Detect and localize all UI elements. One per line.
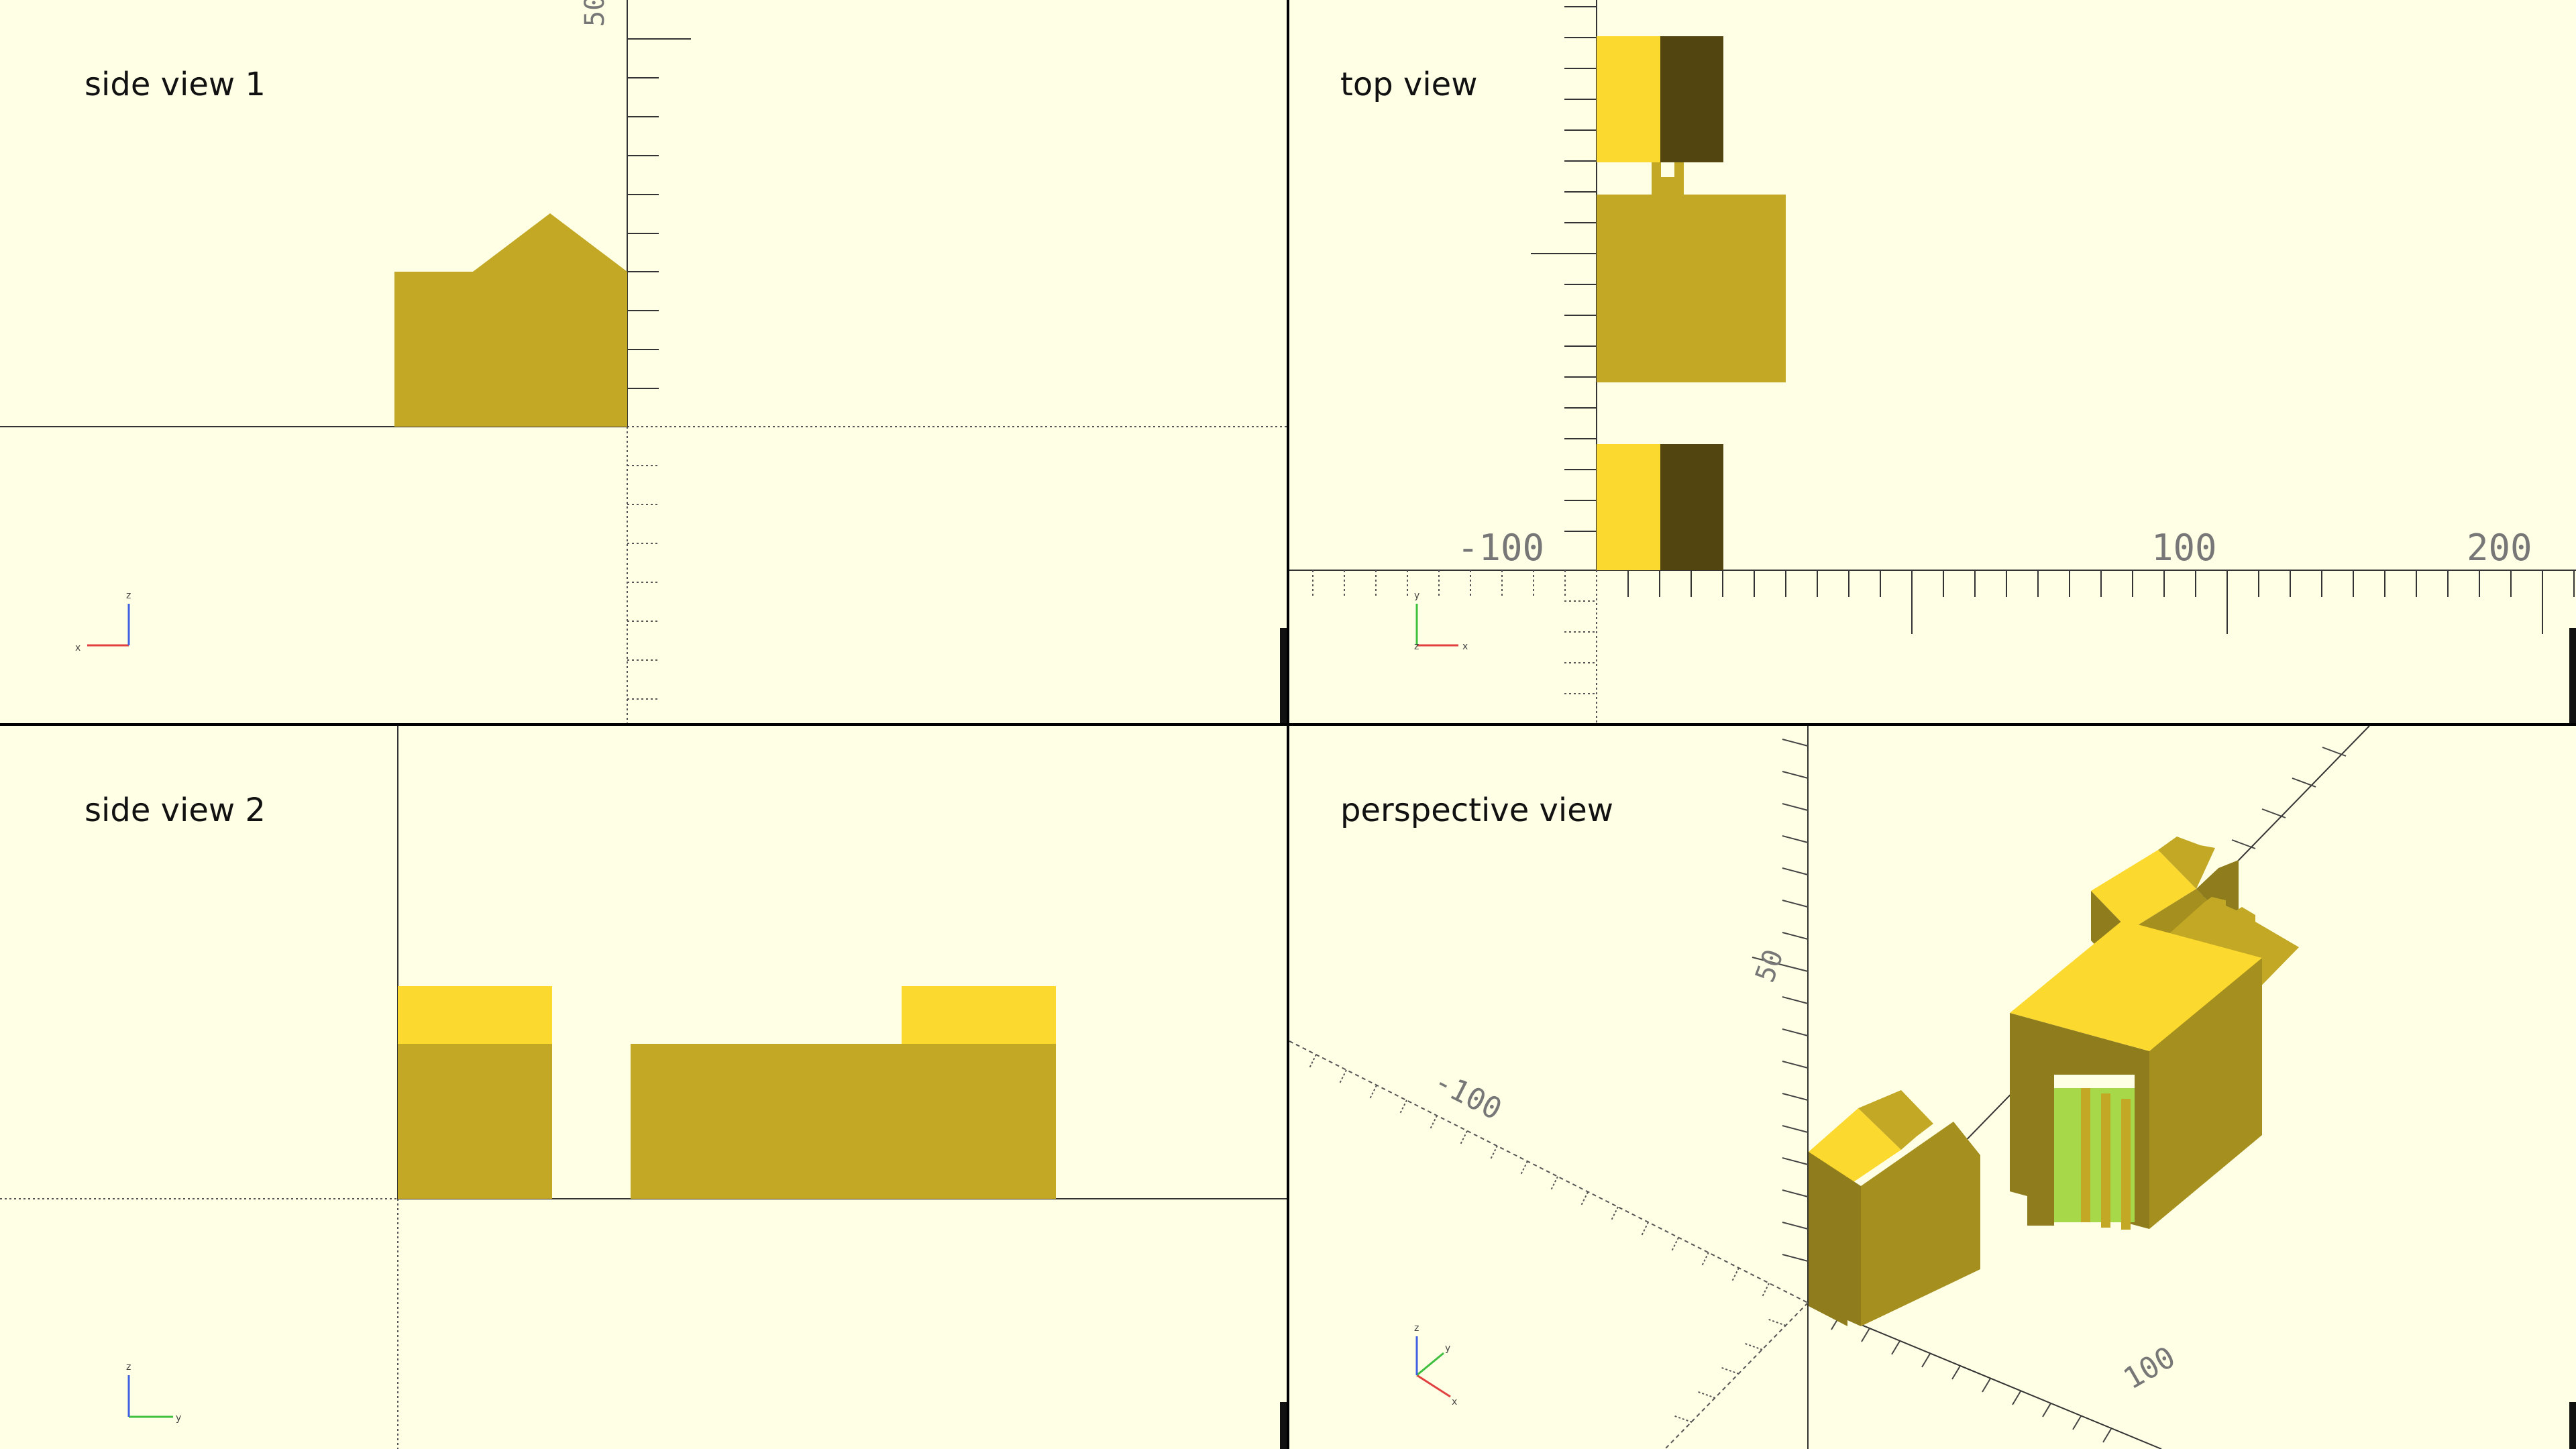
- tick-label-100: 100: [2151, 527, 2217, 569]
- viewport-side-view-1[interactable]: 50 x z side view 1: [0, 0, 1287, 723]
- svg-text:y: y: [1445, 1343, 1450, 1354]
- svg-text:z: z: [1414, 1323, 1419, 1334]
- x-ticks-negative: [1312, 570, 1566, 597]
- svg-text:z: z: [1414, 641, 1419, 652]
- svg-text:x: x: [1462, 641, 1468, 652]
- tick-label-neg100: -100: [1457, 527, 1544, 569]
- y-ticks-negative: [1564, 600, 1597, 694]
- side-view-1-canvas: 50 x z: [0, 0, 1287, 723]
- perspective-view-canvas: 50 -100 100: [1289, 726, 2370, 1449]
- svg-text:z: z: [126, 590, 131, 601]
- connector-top: [1652, 162, 1684, 195]
- front-house: [1809, 1090, 1980, 1326]
- left-house-roof: [398, 986, 552, 1044]
- tick-label-50: 50: [1750, 945, 1790, 986]
- main-block: [2010, 897, 2299, 1230]
- house-top-upper: [1597, 36, 1723, 162]
- view-title: side view 2: [85, 792, 266, 829]
- view-title: top view: [1340, 66, 1478, 103]
- main-block-top: [1597, 195, 1786, 382]
- axis-gizmo: x z: [75, 590, 131, 653]
- vertical-ticks: [627, 38, 691, 389]
- tick-label-200: 200: [2467, 527, 2532, 569]
- axis-x-positive: [1807, 1302, 2162, 1449]
- house-silhouette: [394, 213, 627, 427]
- x-ticks-positive: [1627, 570, 2575, 634]
- svg-text:y: y: [1414, 590, 1419, 601]
- right-house-roof: [902, 986, 1056, 1044]
- main-block-side: [631, 1044, 1056, 1199]
- tick-label-50: 50: [580, 0, 610, 27]
- svg-text:x: x: [1452, 1397, 1457, 1407]
- panel-border: [1280, 1402, 1287, 1449]
- x-ticks-positive: [1831, 1316, 2112, 1443]
- vertical-ticks-negative: [627, 465, 659, 700]
- panel-border: [1280, 628, 1287, 723]
- svg-text:y: y: [176, 1413, 181, 1424]
- z-ticks: [1752, 739, 1809, 1262]
- svg-text:x: x: [75, 643, 80, 653]
- viewport-top-view[interactable]: -100 100 200 x y z top view: [1289, 0, 2576, 723]
- y-ticks: [1531, 6, 1597, 532]
- view-title: perspective view: [1340, 792, 1614, 829]
- viewport-perspective-view[interactable]: 50 -100 100: [1289, 726, 2576, 1449]
- viewport-side-view-2[interactable]: y z side view 2: [0, 726, 1287, 1449]
- panel-border: [2569, 628, 2576, 723]
- left-house-body: [398, 1044, 552, 1199]
- x-ticks-negative: [1309, 1054, 1770, 1297]
- axis-gizmo: x y z: [1414, 1323, 1457, 1407]
- view-title: side view 1: [85, 66, 266, 103]
- side-view-2-canvas: y z: [0, 726, 1287, 1449]
- panel-border: [2569, 1402, 2576, 1449]
- svg-text:z: z: [126, 1362, 131, 1373]
- axis-y-negative: [1664, 1302, 1809, 1449]
- axis-gizmo: y z: [126, 1362, 181, 1424]
- tick-label-100: 100: [2118, 1340, 2181, 1397]
- house-top-lower: [1597, 444, 1723, 570]
- axis-gizmo: x y z: [1414, 590, 1468, 652]
- axis-x-negative: [1289, 1040, 1809, 1303]
- y-ticks-negative: [1672, 1318, 1786, 1423]
- tick-label-neg100: -100: [1428, 1064, 1507, 1127]
- y-ticks: [2231, 747, 2347, 849]
- top-view-canvas: -100 100 200 x y z: [1289, 0, 2576, 723]
